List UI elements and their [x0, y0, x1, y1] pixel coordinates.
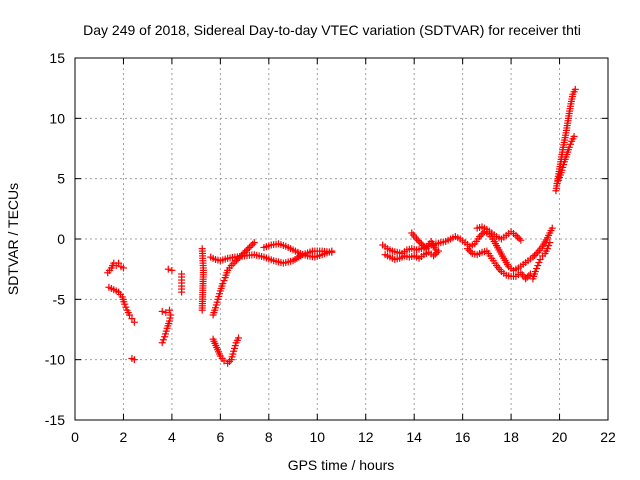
data-points — [104, 85, 579, 367]
data-point — [525, 272, 533, 280]
data-point — [130, 356, 138, 364]
data-point — [242, 247, 250, 255]
data-point — [548, 224, 556, 232]
x-tick-label: 2 — [120, 429, 128, 445]
y-tick-label: 15 — [49, 50, 65, 66]
data-point — [463, 245, 471, 253]
data-point — [529, 253, 537, 261]
data-point — [545, 242, 553, 250]
data-point — [531, 251, 539, 259]
data-point — [220, 277, 228, 285]
data-point — [121, 300, 129, 308]
data-point — [535, 259, 543, 267]
y-axis-label: SDTVAR / TECUs — [5, 183, 21, 295]
y-tick-label: 10 — [49, 110, 65, 126]
data-point — [477, 231, 485, 239]
y-tick-label: -15 — [45, 412, 65, 428]
data-point — [431, 250, 439, 258]
data-point — [570, 132, 578, 140]
data-point — [512, 231, 520, 239]
data-point — [244, 245, 252, 253]
data-point — [159, 336, 167, 344]
x-tick-label: 6 — [216, 429, 224, 445]
data-point — [532, 250, 540, 258]
x-tick-label: 4 — [168, 429, 176, 445]
data-point — [119, 264, 127, 272]
x-axis-label: GPS time / hours — [288, 457, 395, 473]
data-point — [534, 262, 542, 270]
data-point — [465, 246, 473, 254]
data-point — [128, 315, 136, 323]
chart-title: Day 249 of 2018, Sidereal Day-to-day VTE… — [83, 22, 581, 38]
data-point — [115, 259, 123, 267]
data-point — [467, 248, 475, 256]
data-point — [122, 303, 130, 311]
data-point — [476, 233, 484, 241]
x-tick-label: 12 — [358, 429, 374, 445]
data-point — [250, 239, 258, 247]
data-point — [421, 243, 429, 251]
data-point — [523, 273, 531, 281]
x-tick-label: 22 — [600, 429, 616, 445]
data-point — [531, 268, 539, 276]
data-point — [413, 235, 421, 243]
x-tick-label: 0 — [71, 429, 79, 445]
data-point — [233, 256, 241, 264]
data-point — [158, 339, 166, 347]
data-point — [167, 311, 175, 319]
data-point — [417, 240, 425, 248]
data-point — [235, 334, 243, 342]
data-point — [198, 306, 206, 314]
data-point — [554, 176, 562, 184]
data-point — [247, 242, 255, 250]
data-point — [571, 85, 579, 93]
axis-ticks: 0 2 4 6 8 10 12 14 16 18 20 22 -15 -10 -5 0 5 10 15 — [45, 50, 616, 445]
x-tick-label: 10 — [309, 429, 325, 445]
data-point — [130, 318, 138, 326]
data-point — [536, 256, 544, 264]
data-point — [553, 179, 561, 187]
data-point — [533, 265, 541, 273]
data-point — [219, 280, 227, 288]
data-point — [546, 239, 554, 247]
data-point — [517, 236, 525, 244]
data-point — [168, 266, 176, 274]
data-point — [522, 275, 530, 283]
x-tick-label: 20 — [552, 429, 568, 445]
data-point — [566, 140, 574, 148]
data-point — [432, 246, 440, 254]
data-point — [158, 307, 166, 315]
data-point — [565, 143, 573, 151]
data-point — [416, 238, 424, 246]
y-tick-label: 5 — [57, 171, 65, 187]
data-point — [245, 243, 253, 251]
data-point — [514, 233, 522, 241]
x-tick-label: 8 — [265, 429, 273, 445]
grid — [75, 58, 608, 420]
y-tick-label: -10 — [45, 352, 65, 368]
data-point — [165, 306, 173, 314]
data-point — [249, 240, 257, 248]
y-tick-label: 0 — [57, 231, 65, 247]
data-point — [220, 357, 228, 365]
data-point — [164, 265, 172, 273]
x-tick-label: 18 — [503, 429, 519, 445]
y-tick-label: -5 — [53, 291, 66, 307]
data-point — [162, 309, 170, 317]
data-point — [328, 247, 336, 255]
data-point — [543, 245, 551, 253]
data-point — [419, 241, 427, 249]
x-tick-label: 16 — [455, 429, 471, 445]
data-point — [165, 317, 173, 325]
data-point — [126, 311, 134, 319]
x-tick-label: 14 — [406, 429, 422, 445]
data-point — [430, 252, 438, 260]
data-point — [166, 314, 174, 322]
data-point — [515, 235, 523, 243]
data-point — [178, 288, 186, 296]
data-point — [414, 237, 422, 245]
